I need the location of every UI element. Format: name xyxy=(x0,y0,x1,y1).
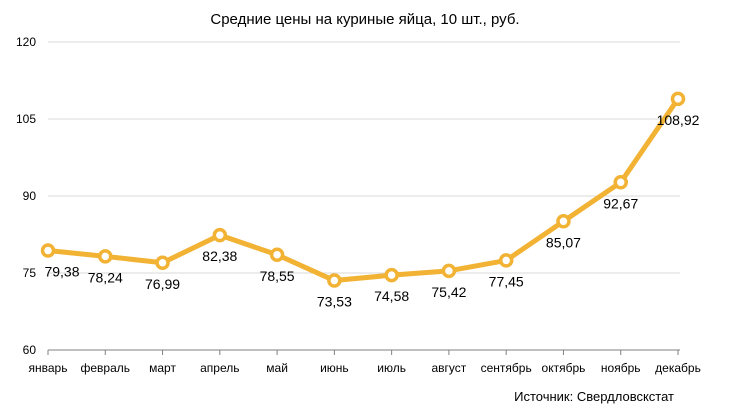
data-label: 75,42 xyxy=(431,284,466,300)
data-label: 82,38 xyxy=(202,248,237,264)
data-label: 74,58 xyxy=(374,288,409,304)
data-label: 85,07 xyxy=(546,234,581,250)
y-tick-label: 60 xyxy=(23,343,37,357)
x-tick-label: август xyxy=(432,361,467,375)
data-point xyxy=(155,255,170,271)
data-point xyxy=(670,91,686,107)
grid-lines xyxy=(48,41,680,274)
data-point xyxy=(269,247,285,263)
x-axis xyxy=(47,349,680,355)
x-tick-label: февраль xyxy=(81,361,131,375)
series-markers xyxy=(40,91,686,288)
data-label: 108,92 xyxy=(657,112,700,128)
x-tick-label: апрель xyxy=(200,361,239,375)
data-label: 78,24 xyxy=(88,269,123,285)
y-tick-label: 75 xyxy=(23,266,37,280)
x-tick-label: декабрь xyxy=(655,361,701,375)
x-tick-label: ноябрь xyxy=(601,361,641,375)
y-axis-tick-labels: 60 75 90 105 120 xyxy=(16,35,36,357)
x-tick-label: июнь xyxy=(320,361,349,375)
data-label: 92,67 xyxy=(603,195,638,211)
y-tick-label: 120 xyxy=(16,35,36,49)
x-tick-label: сентябрь xyxy=(481,361,532,375)
data-label: 77,45 xyxy=(489,273,524,289)
data-label: 76,99 xyxy=(145,276,180,292)
data-point xyxy=(613,175,628,190)
data-point xyxy=(327,273,342,288)
x-axis-tick-labels: январь февраль март апрель май июнь июль август… xyxy=(29,361,701,375)
data-point xyxy=(441,263,457,279)
chart-title: Средние цены на куриные яйца, 10 шт., ру… xyxy=(210,11,519,28)
data-point xyxy=(498,253,514,268)
data-label: 79,38 xyxy=(44,264,79,280)
data-point xyxy=(556,214,571,229)
x-tick-label: октябрь xyxy=(542,361,586,375)
data-label: 73,53 xyxy=(317,294,352,310)
data-label: 78,55 xyxy=(260,268,295,284)
x-tick-label: март xyxy=(149,361,176,375)
source-note: Источник: Свердловскстат xyxy=(514,389,674,404)
data-point xyxy=(212,227,228,243)
x-tick-label: январь xyxy=(29,361,68,375)
data-point xyxy=(98,249,113,264)
x-tick-label: май xyxy=(266,361,288,375)
data-point xyxy=(384,267,399,283)
x-tick-label: июль xyxy=(377,361,406,375)
data-point xyxy=(40,243,56,258)
series-line-layer xyxy=(45,96,681,284)
series-line xyxy=(45,96,681,284)
y-tick-label: 105 xyxy=(16,112,36,126)
y-tick-label: 90 xyxy=(23,189,37,203)
data-labels: 79,38 78,24 76,99 82,38 78,55 73,53 74,58 75,42… xyxy=(44,112,699,310)
